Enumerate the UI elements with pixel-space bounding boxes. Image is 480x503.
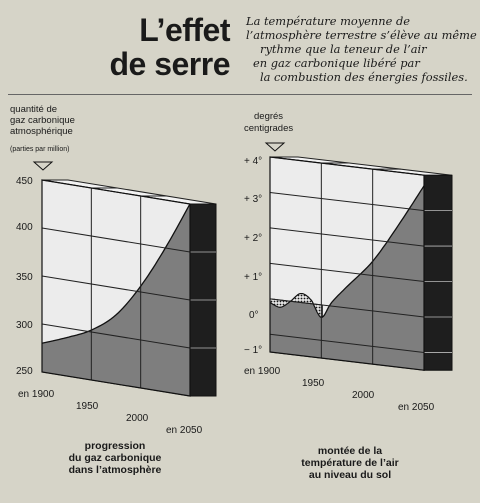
chart1-axis-marker (32, 161, 54, 171)
chart2-ytick-2: + 2° (244, 233, 263, 244)
chart1-ylabel-2: gaz carbonique (10, 115, 75, 126)
lead-line-1: La température moyenne de (246, 14, 410, 28)
chart2-caption-2: température de l’air (301, 457, 399, 469)
chart2-ytick-3: + 3° (244, 194, 263, 205)
chart2-gridline-2 (269, 227, 425, 247)
chart2-ytick-1: + 1° (244, 272, 263, 283)
chart1-gridline-350 (41, 275, 191, 301)
lead-line-5: la combustion des énergies fossiles. (260, 70, 468, 84)
title-line-1: L’effet (139, 12, 230, 48)
chart1-xlabel-2000: 2000 (126, 413, 149, 424)
chart2-ytick-0: 0° (249, 310, 259, 321)
chart2-caption-3: au niveau du sol (308, 469, 392, 481)
chart1-ylabel-3: atmosphérique (10, 126, 73, 137)
chart1-ylabel-1: quantité de (10, 104, 58, 115)
chart1-ytick-450: 450 (16, 176, 33, 187)
chart1-ytick-250: 250 (16, 366, 33, 377)
chart1-gridline-300 (41, 323, 191, 349)
chart2-ytick-neg1: − 1° (244, 345, 263, 356)
chart2-gridline-0 (269, 298, 425, 318)
chart2-xlabel-1900: en 1900 (244, 366, 281, 377)
lead-line-3: rythme que la teneur de l’air (260, 42, 427, 56)
chart1-ylabel-unit: (parties par million) (10, 146, 70, 153)
chart1-ytick-300: 300 (16, 320, 33, 331)
chart2-caption-1: montée de la (317, 445, 383, 457)
chart1-xlabel-2050: en 2050 (166, 425, 203, 436)
chart2-gridline-3 (269, 191, 425, 212)
chart1-gridline-400 (41, 227, 191, 253)
chart2-gridline--1 (269, 333, 425, 353)
chart2-ylabel-1: degrés (254, 111, 284, 122)
chart1-front-outline (41, 179, 191, 397)
chart2-ytick-4: + 4° (244, 156, 263, 167)
chart1-caption-2: du gaz carbonique (68, 452, 162, 464)
chart2-gridline-1 (269, 262, 425, 283)
chart2-ylabel-2: centigrades (244, 123, 294, 134)
chart1-area (42, 204, 190, 396)
chart1-caption-1: progression (84, 440, 146, 452)
chart2-xlabel-2050: en 2050 (398, 402, 435, 413)
lead-line-4: en gaz carbonique libéré par (253, 56, 420, 70)
lead-line-2: l’atmosphère terrestre s’élève au même (246, 28, 477, 42)
chart2-xlabel-1950: 1950 (302, 378, 325, 389)
chart2-plot (264, 142, 453, 371)
chart1-ytick-400: 400 (16, 222, 33, 233)
chart2-side-face (423, 174, 453, 371)
chart1-xlabel-1900: en 1900 (18, 389, 55, 400)
chart1-ytick-350: 350 (16, 272, 33, 283)
chart2-xlabel-2000: 2000 (352, 390, 375, 401)
title-line-2: de serre (109, 46, 230, 82)
chart2-axis-marker (264, 142, 286, 152)
chart1-plot (32, 161, 217, 397)
chart2-front-outline (269, 156, 425, 371)
header-rule (8, 94, 472, 95)
chart1-caption-3: dans l’atmosphère (68, 464, 162, 476)
chart2-area (270, 185, 424, 371)
chart1-xlabel-1950: 1950 (76, 401, 99, 412)
